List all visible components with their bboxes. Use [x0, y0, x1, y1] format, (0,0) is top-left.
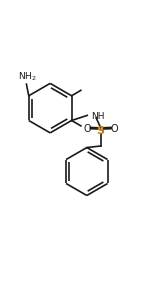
Text: O: O: [84, 124, 91, 134]
Text: O: O: [110, 124, 118, 134]
Text: NH: NH: [91, 112, 105, 121]
Text: NH$_2$: NH$_2$: [18, 71, 37, 84]
Text: S: S: [97, 126, 105, 135]
